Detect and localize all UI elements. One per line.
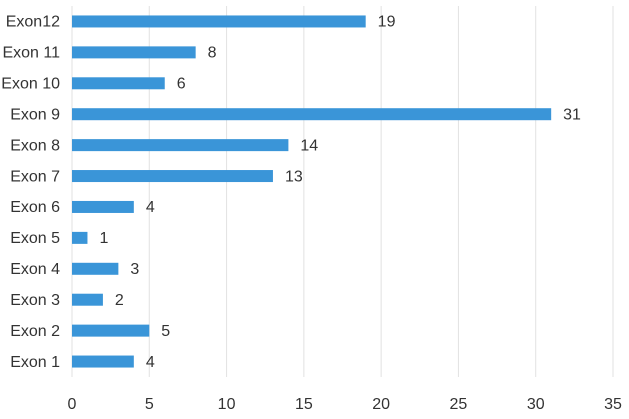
data-label: 14	[300, 137, 318, 154]
x-tick-label: 10	[218, 396, 236, 413]
bar	[72, 139, 289, 152]
data-label: 31	[563, 106, 581, 123]
bar	[72, 170, 273, 183]
bar	[72, 46, 196, 59]
bar	[72, 293, 103, 306]
bar	[72, 355, 134, 368]
data-label: 1	[99, 230, 108, 247]
data-label: 6	[177, 76, 186, 93]
y-tick-label: Exon 7	[10, 168, 60, 185]
bar	[72, 15, 366, 28]
x-tick-label: 35	[604, 396, 622, 413]
y-tick-label: Exon 6	[10, 199, 60, 216]
y-tick-label: Exon12	[6, 14, 60, 31]
x-tick-label: 0	[68, 396, 77, 413]
bar	[72, 231, 88, 244]
y-tick-label: Exon 10	[1, 76, 60, 93]
data-label: 4	[146, 199, 155, 216]
bar	[72, 108, 552, 121]
y-tick-label: Exon 8	[10, 137, 60, 154]
data-label: 19	[378, 14, 396, 31]
y-tick-label: Exon 11	[2, 45, 60, 62]
data-label: 4	[146, 354, 155, 371]
data-label: 2	[115, 292, 124, 309]
y-tick-label: Exon 3	[10, 292, 60, 309]
data-label: 5	[161, 323, 170, 340]
data-label: 3	[130, 261, 139, 278]
x-tick-label: 25	[450, 396, 468, 413]
data-label: 8	[208, 45, 217, 62]
y-tick-label: Exon 2	[10, 323, 60, 340]
x-tick-label: 20	[372, 396, 390, 413]
y-tick-label: Exon 9	[10, 106, 60, 123]
y-tick-label: Exon 4	[10, 261, 60, 278]
data-label: 13	[285, 168, 303, 185]
bar	[72, 262, 119, 275]
x-tick-label: 30	[527, 396, 545, 413]
y-tick-label: Exon 5	[10, 230, 60, 247]
bar	[72, 200, 134, 213]
x-tick-label: 15	[295, 396, 313, 413]
bar	[72, 324, 150, 337]
x-tick-label: 5	[145, 396, 154, 413]
bar	[72, 77, 165, 90]
y-tick-label: Exon 1	[10, 354, 60, 371]
